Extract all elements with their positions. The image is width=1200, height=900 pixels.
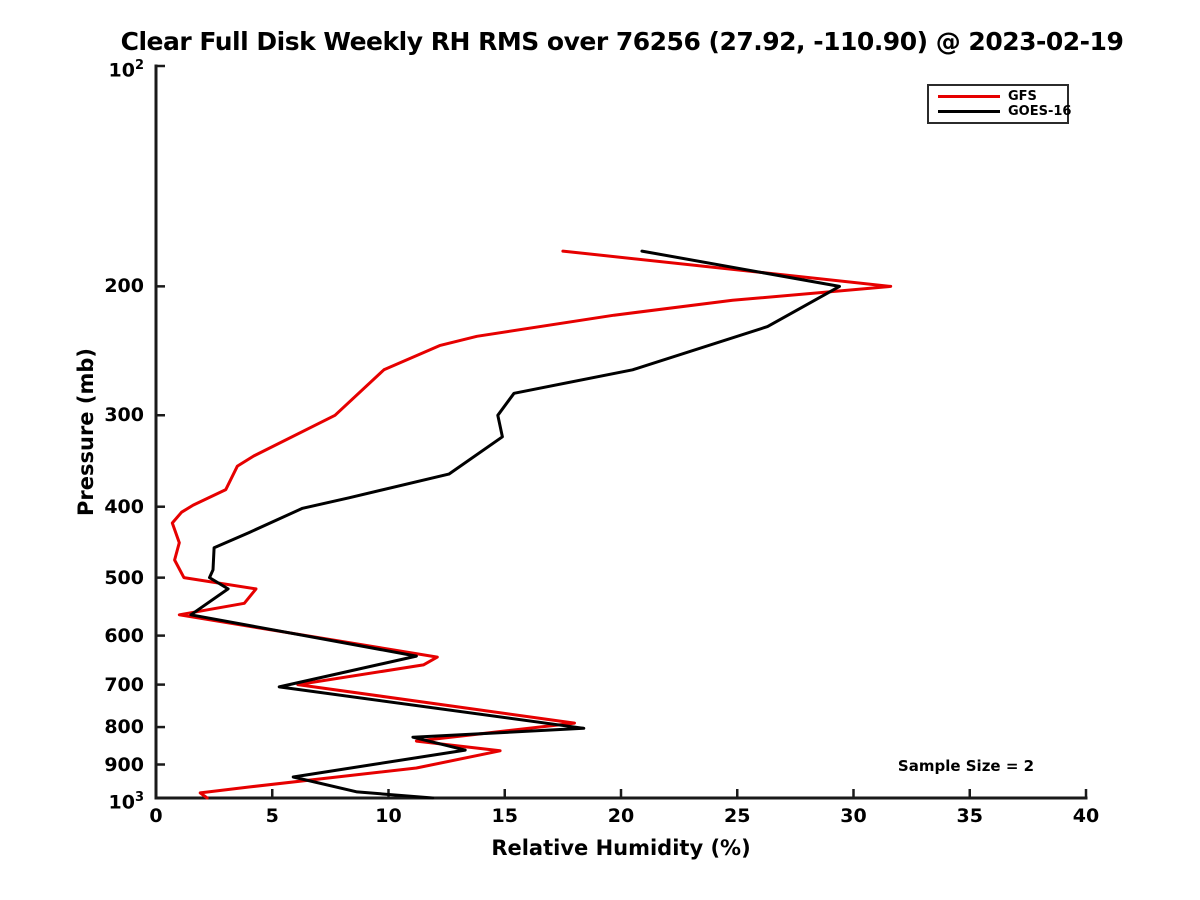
- y-tick-label: 500: [104, 566, 144, 589]
- x-axis-label: Relative Humidity (%): [491, 836, 751, 860]
- x-tick-label: 15: [491, 805, 518, 827]
- x-tick-label: 25: [724, 805, 751, 827]
- gfs-line: [170, 249, 893, 800]
- y-tick-label: 300: [104, 404, 144, 427]
- goes-16-line-swatch: [938, 110, 1000, 113]
- x-tick-label: 20: [607, 805, 635, 827]
- x-tick-label: 40: [1072, 805, 1100, 827]
- goes-16-line: [189, 249, 841, 800]
- legend-label-goes16: GOES-16: [1008, 104, 1072, 119]
- y-tick-label: 900: [104, 753, 144, 776]
- legend-label-gfs: GFS: [1008, 89, 1037, 104]
- gfs-line-swatch: [938, 95, 1000, 98]
- y-tick-label: 200: [104, 275, 144, 298]
- sample-size-annotation: Sample Size = 2: [897, 757, 1035, 775]
- x-tick-label: 10: [375, 805, 402, 827]
- legend-entry-goes16: GOES-16: [929, 104, 1071, 119]
- y-tick-label: 800: [104, 716, 144, 739]
- x-tick-label: 5: [265, 805, 279, 827]
- x-tick-label: 35: [956, 805, 983, 827]
- x-tick-label: 30: [840, 805, 867, 827]
- x-tick-label: 0: [149, 805, 163, 827]
- y-axis-label: Pressure (mb): [74, 348, 98, 516]
- y-tick-label: 103: [108, 790, 145, 814]
- chart-title: Clear Full Disk Weekly RH RMS over 76256…: [120, 27, 1124, 56]
- y-tick-label: 400: [104, 495, 144, 518]
- y-tick-label: 102: [108, 58, 145, 82]
- legend-entry-gfs: GFS: [929, 89, 1067, 104]
- y-tick-label: 600: [104, 624, 144, 647]
- legend-box: GFS GOES-16: [927, 84, 1071, 124]
- y-tick-label: 700: [104, 673, 144, 696]
